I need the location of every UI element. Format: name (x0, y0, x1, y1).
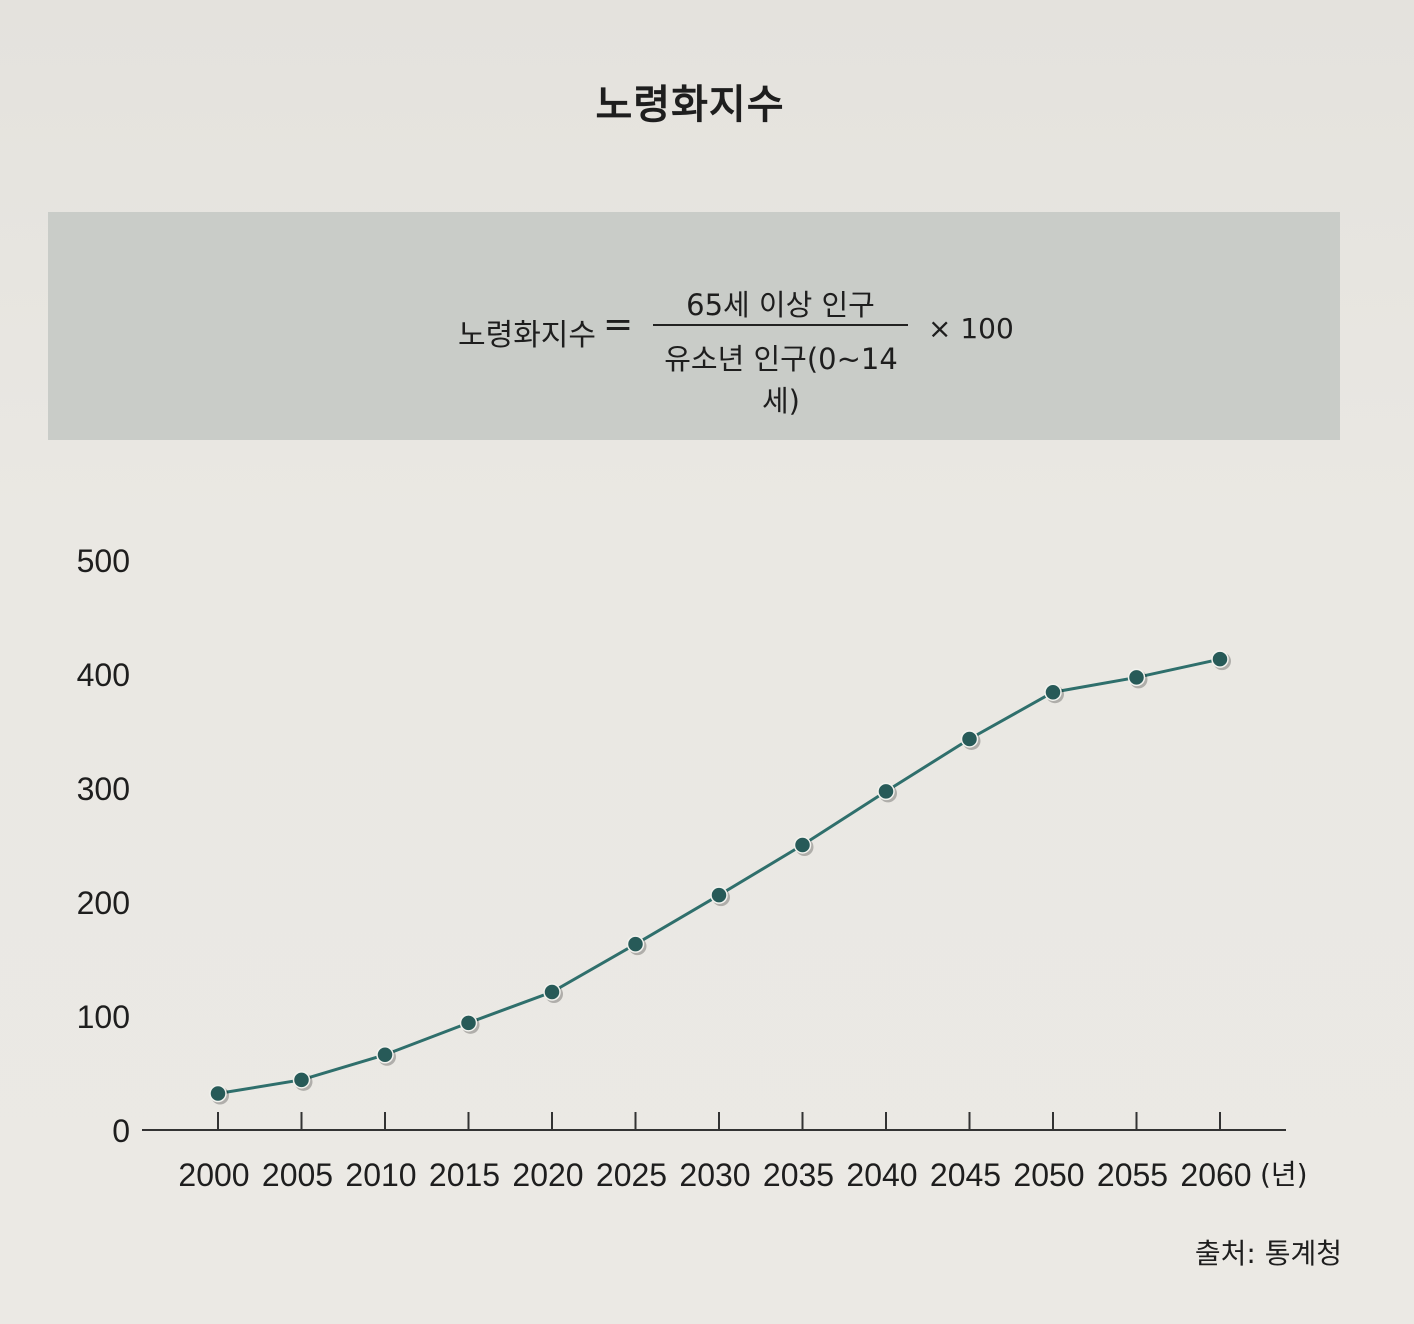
x-tick-label: 2030 (679, 1157, 750, 1193)
x-tick-label: 2040 (846, 1157, 917, 1193)
x-tick-label: 2010 (345, 1157, 416, 1193)
data-point (1044, 683, 1062, 701)
x-tick-label: 2035 (763, 1157, 834, 1193)
data-point (376, 1046, 394, 1064)
y-tick-label: 500 (77, 543, 130, 579)
x-tick-label: 2060 (1180, 1157, 1251, 1193)
series-line (217, 657, 1221, 1096)
data-point (877, 782, 895, 801)
x-tick-label: 2055 (1097, 1157, 1168, 1193)
data-point (960, 730, 979, 748)
y-tick-label: 100 (77, 999, 130, 1035)
formula-equals: = (603, 304, 634, 345)
formula-box: 노령화지수 = 65세 이상 인구 유소년 인구(0~14세) × 100 (48, 212, 1340, 440)
data-point (209, 1084, 227, 1103)
data-point (543, 983, 561, 1001)
data-point (1211, 650, 1229, 668)
data-point (710, 886, 728, 904)
data-point (793, 836, 812, 854)
page-title: 노령화지수 (595, 82, 785, 128)
data-point (1127, 668, 1146, 687)
x-tick-label: 2025 (596, 1157, 667, 1193)
x-tick-label: 2045 (930, 1157, 1001, 1193)
formula-denominator: 유소년 인구(0~14세) (664, 342, 898, 418)
y-tick-label: 400 (77, 657, 130, 693)
x-tick-label: 2000 (178, 1157, 249, 1193)
x-tick-label: 2020 (512, 1157, 583, 1193)
fraction-bar (653, 324, 908, 326)
y-tick-label: 300 (77, 771, 130, 807)
y-tick-label: 200 (77, 885, 130, 921)
y-tick-label: 0 (112, 1113, 130, 1149)
x-tick-label: 2015 (429, 1157, 500, 1193)
formula-lhs: 노령화지수 (458, 318, 596, 353)
x-axis-unit-label: (년) (1260, 1158, 1308, 1191)
source-note: 출처: 통계청 (1194, 1237, 1342, 1270)
data-point (292, 1071, 311, 1089)
x-tick-label: 2005 (262, 1157, 333, 1193)
formula-numerator: 65세 이상 인구 (686, 288, 875, 322)
x-tick-label: 2050 (1013, 1157, 1084, 1193)
line-chart: 0 100 200 300 400 500 2000 2005 2010 2015 2020 2025… (77, 543, 1308, 1193)
formula-multiplier: × 100 (928, 312, 1014, 345)
data-point (626, 935, 645, 953)
data-point (459, 1014, 478, 1032)
